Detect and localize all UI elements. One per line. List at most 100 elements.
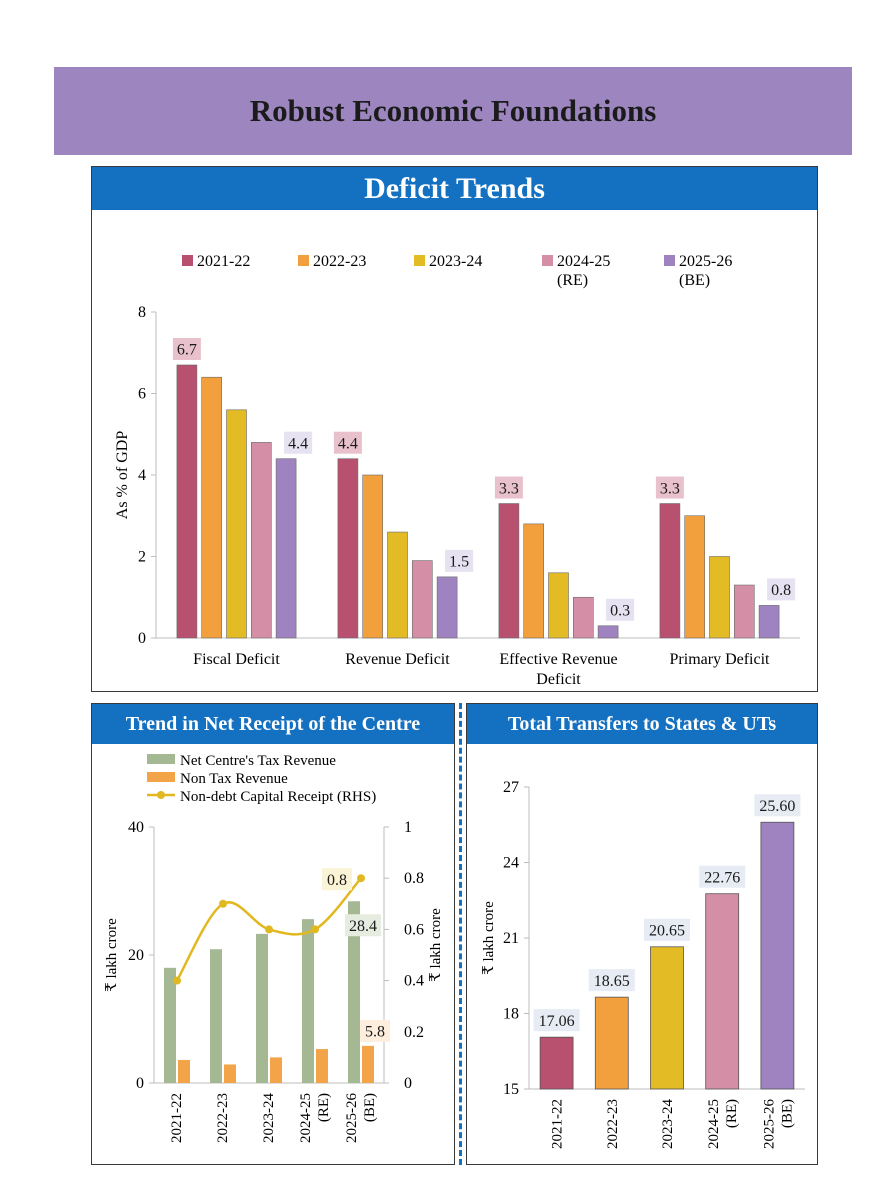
data-label: 20.65 (649, 923, 685, 940)
data-label: 17.06 (539, 1013, 575, 1030)
bar-non-tax-revenue (224, 1064, 236, 1083)
category-label: 2021-22 (550, 1099, 566, 1149)
data-label-bg (533, 1009, 580, 1032)
legend-swatch (147, 772, 175, 782)
bar-tax-revenue (210, 949, 222, 1083)
y-tick-label: 24 (503, 855, 519, 872)
category-label: Effective Revenue Deficit (499, 651, 617, 688)
legend-label: 2023-24 (429, 253, 482, 270)
data-label: 28.4 (349, 918, 377, 935)
legend-label: 2021-22 (197, 253, 250, 270)
bar (709, 556, 730, 639)
data-label-bg (767, 578, 796, 601)
data-label-bg (655, 476, 684, 499)
bar-non-tax-revenue (316, 1049, 328, 1083)
y-tick-label: 18 (503, 1006, 519, 1023)
data-label: 3.3 (660, 480, 680, 497)
deficit-trends-title: Deficit Trends (364, 171, 545, 205)
category-label: 2024-25 (RE) (298, 1093, 332, 1143)
y2-tick-label: 0.2 (404, 1024, 424, 1041)
y-tick-label: 15 (503, 1081, 519, 1098)
deficit-trends-title-bar: Deficit Trends (92, 167, 817, 210)
category-label: 2022-23 (215, 1093, 231, 1143)
y-tick-label: 0 (136, 1075, 144, 1092)
bar (548, 572, 569, 639)
category-label: 2021-22 (169, 1093, 185, 1143)
data-label-bg (754, 794, 801, 817)
data-label: 0.8 (327, 872, 347, 889)
data-label-bg (333, 431, 362, 454)
y-tick-label: 40 (128, 819, 144, 836)
data-label: 4.4 (288, 435, 308, 452)
legend-label: Net Centre's Tax Revenue (180, 753, 336, 769)
y-tick-label: 4 (138, 467, 146, 484)
y-axis-label: ₹ lakh crore (481, 901, 497, 975)
data-label-bg (284, 431, 313, 454)
category-label: 2023-24 (261, 1093, 277, 1143)
data-label: 5.8 (365, 1024, 385, 1041)
bar-tax-revenue (302, 919, 314, 1083)
y-tick-label: 6 (138, 386, 146, 403)
data-label: 6.7 (177, 342, 197, 359)
data-label: 3.3 (499, 480, 519, 497)
bar (523, 523, 545, 639)
legend-swatch (664, 255, 675, 266)
category-label: Primary Deficit (670, 651, 771, 668)
net-receipt-panel: Trend in Net Receipt of the Centre Net C… (91, 703, 455, 1165)
data-label: 1.5 (449, 554, 469, 571)
bar (733, 584, 755, 639)
legend-swatch (298, 255, 309, 266)
bar (201, 376, 222, 639)
data-label-bg (494, 476, 523, 499)
y-axis-label: ₹ lakh crore (104, 918, 120, 992)
bar (572, 596, 594, 639)
bar (760, 821, 795, 1090)
bar-non-tax-revenue (270, 1057, 282, 1083)
bar (659, 503, 681, 639)
bar (337, 458, 359, 639)
deficit-trends-panel: Deficit Trends 2021-22 2022-23 2023-24 2024… (91, 166, 818, 692)
data-label: 25.60 (759, 798, 795, 815)
bar (650, 946, 684, 1090)
bar (758, 605, 780, 639)
bar (597, 625, 619, 639)
bar-tax-revenue (256, 933, 268, 1083)
bar (539, 1036, 574, 1090)
legend-label: Non Tax Revenue (180, 771, 288, 787)
deficit-trends-chart: 2021-22 2022-23 2023-24 2024-25 (RE) 2025-26(… (114, 253, 800, 688)
bar-tax-revenue (164, 967, 176, 1083)
legend-swatch (182, 255, 193, 266)
data-label-bg (445, 549, 474, 572)
bar-non-tax-revenue (362, 1045, 374, 1083)
bar (275, 458, 297, 639)
transfers-title-bar: Total Transfers to States & UTs (467, 704, 817, 744)
category-label: 2022-23 (605, 1099, 621, 1149)
net-receipt-title-bar: Trend in Net Receipt of the Centre (92, 704, 454, 744)
y-tick-label: 20 (128, 947, 144, 964)
line-marker (173, 976, 181, 985)
bar (498, 503, 520, 639)
y-tick-label: 27 (503, 779, 519, 796)
legend-swatch (414, 255, 425, 266)
net-receipt-chart: Net Centre's Tax Revenue Non Tax Revenue N… (104, 753, 444, 1143)
bar (684, 515, 706, 639)
data-label: 18.65 (594, 973, 630, 990)
net-receipt-title: Trend in Net Receipt of the Centre (125, 712, 421, 735)
data-label: 4.4 (338, 435, 358, 452)
legend-marker (157, 791, 165, 799)
line-marker (311, 925, 319, 934)
bar (362, 474, 384, 639)
category-label: 2024-25 (RE) (706, 1099, 740, 1149)
bar (226, 409, 247, 639)
data-label: 0.3 (610, 603, 630, 620)
y2-tick-label: 0.4 (404, 973, 424, 990)
legend-swatch (147, 754, 175, 764)
category-label: 2025-26 (BE) (344, 1093, 378, 1143)
data-label-bg (588, 969, 635, 992)
bar (251, 442, 272, 639)
legend-label: Non-debt Capital Receipt (RHS) (180, 789, 376, 805)
category-label: 2025-26 (BE) (761, 1099, 795, 1149)
bar (594, 996, 629, 1090)
legend-label: 2022-23 (313, 253, 366, 270)
data-label: 0.8 (771, 582, 791, 599)
